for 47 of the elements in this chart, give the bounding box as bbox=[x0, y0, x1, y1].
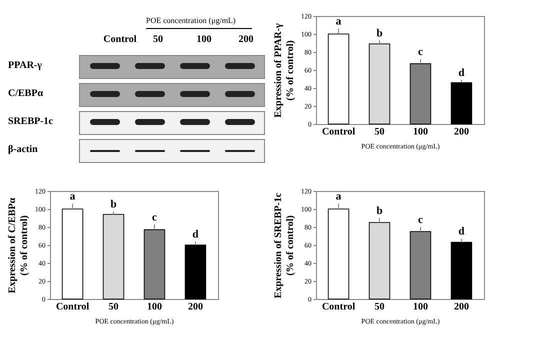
x-tick-label: 50 bbox=[374, 126, 385, 138]
category-label: SREBP-1c bbox=[8, 116, 53, 127]
x-tick-label: 50 bbox=[374, 302, 385, 312]
annotation: c bbox=[152, 211, 158, 224]
annotation: c bbox=[418, 46, 424, 58]
category-label: β-actin bbox=[8, 144, 38, 155]
y-axis-title: Expression of SREBP-1c (% of control) bbox=[273, 192, 296, 298]
x-tick-label: 200 bbox=[454, 302, 469, 312]
y-axis-title: Expression of C/EBPα (% of control) bbox=[7, 197, 30, 294]
category-label: C/EBPα bbox=[8, 88, 44, 99]
text: POE concentration (μg/mL) bbox=[146, 16, 236, 25]
annotation: a bbox=[70, 190, 76, 203]
annotation: a bbox=[336, 190, 342, 203]
x-tick-label: 100 bbox=[412, 302, 428, 312]
bar bbox=[368, 44, 390, 124]
annotation: c bbox=[418, 214, 424, 226]
bar bbox=[62, 208, 84, 300]
category-label: PPAR-γ bbox=[8, 60, 42, 71]
bar bbox=[102, 214, 124, 300]
bar bbox=[410, 231, 432, 300]
x-tick-label: 50 bbox=[108, 302, 119, 312]
x-tick-label: 200 bbox=[454, 126, 469, 138]
annotation: d bbox=[192, 228, 199, 240]
category-label: 100 bbox=[196, 34, 212, 45]
x-tick-label: 100 bbox=[146, 302, 162, 312]
category-label: Control bbox=[103, 34, 137, 45]
bar bbox=[328, 208, 350, 300]
category-label: 200 bbox=[238, 34, 254, 45]
y-axis-title: Expression of PPAR-γ (% of control) bbox=[273, 23, 296, 118]
annotation: d bbox=[458, 66, 465, 79]
annotation: b bbox=[376, 205, 383, 217]
annotation: b bbox=[376, 27, 383, 40]
bar bbox=[184, 244, 206, 300]
x-tick-label: 100 bbox=[412, 126, 428, 138]
x-tick-label: Control bbox=[322, 126, 356, 138]
annotation: d bbox=[458, 226, 465, 238]
annotation: b bbox=[110, 198, 117, 211]
bar bbox=[450, 82, 472, 124]
x-tick-label: Control bbox=[322, 302, 356, 312]
annotation: a bbox=[336, 16, 342, 28]
category-label: 50 bbox=[153, 34, 163, 45]
bar bbox=[410, 63, 432, 124]
bar bbox=[328, 34, 350, 124]
x-tick-label: 200 bbox=[188, 302, 203, 312]
bar bbox=[368, 222, 390, 300]
x-tick-label: Control bbox=[56, 302, 90, 312]
bar bbox=[450, 242, 472, 300]
